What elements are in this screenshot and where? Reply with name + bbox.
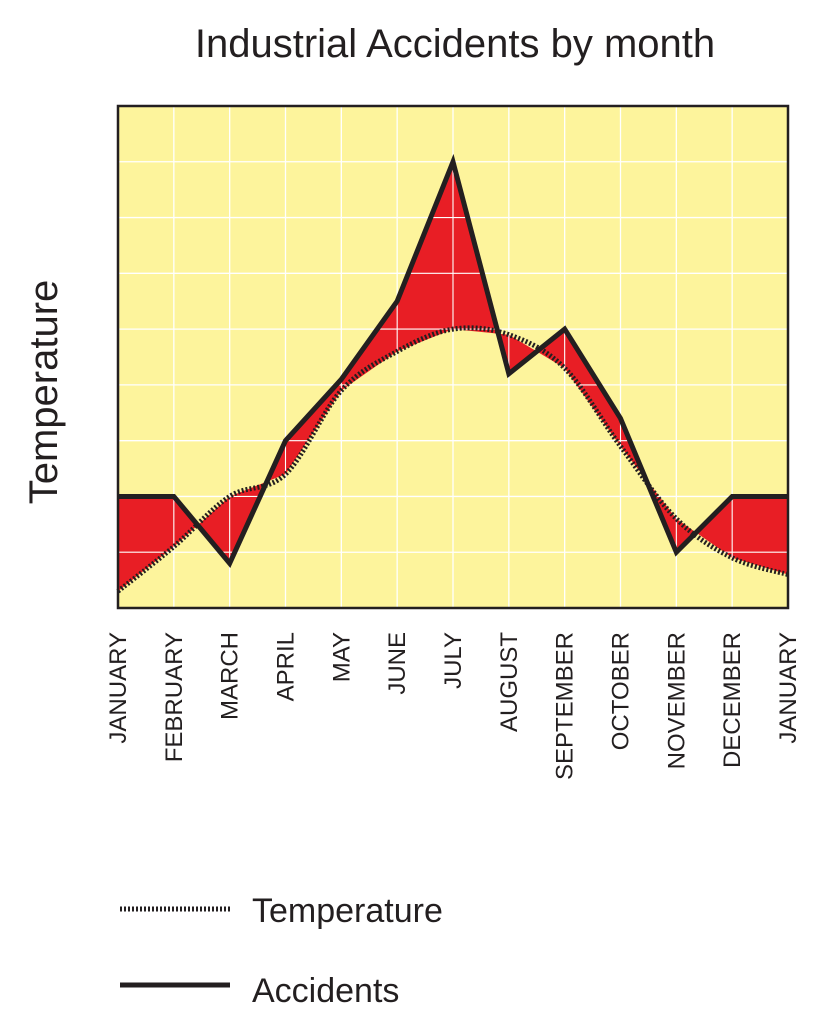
x-tick-label: OCTOBER	[608, 632, 635, 750]
x-tick-label: JUNE	[384, 632, 411, 695]
x-tick-label: FEBRUARY	[161, 632, 188, 762]
x-tick-label: MARCH	[217, 632, 244, 720]
legend-label-accidents: Accidents	[252, 972, 399, 1010]
series-line-accidents	[118, 153, 788, 569]
x-tick-label: AUGUST	[496, 632, 523, 732]
series-lines	[116, 153, 789, 594]
y-axis-label: Temperature	[22, 280, 66, 505]
x-tick-label: MAY	[328, 632, 355, 682]
chart-title: Industrial Accidents by month	[195, 22, 715, 66]
plot-frame	[116, 104, 790, 610]
x-tick-label: JULY	[440, 632, 467, 689]
legend-label-temperature: Temperature	[252, 892, 443, 930]
legend: Temperature Accidents	[120, 892, 443, 1010]
x-tick-label: JANUARY	[775, 632, 802, 744]
x-tick-label: SEPTEMBER	[552, 632, 579, 780]
x-ticks: JANUARY FEBRUARY MARCH APRIL MAY JUNE JULY AUGU…	[105, 632, 802, 780]
x-tick-label: JANUARY	[105, 632, 132, 744]
x-tick-label: NOVEMBER	[663, 632, 690, 769]
series-line-temperature	[116, 325, 789, 594]
x-tick-label: APRIL	[273, 632, 300, 701]
x-tick-label: DECEMBER	[719, 632, 746, 768]
